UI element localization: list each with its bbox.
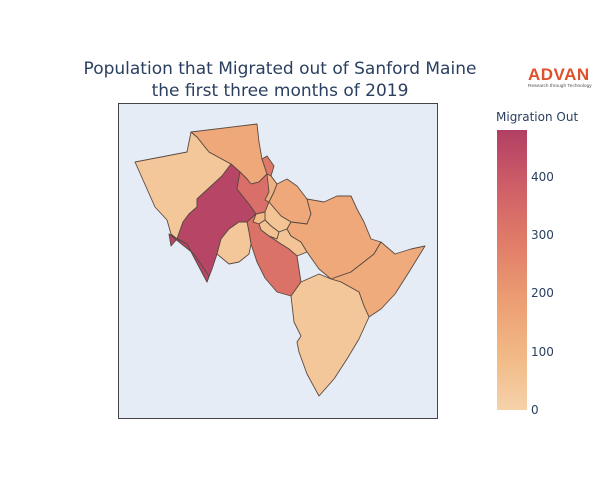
colorbar-tick-100: 100 — [531, 344, 554, 359]
chart-title-line-2: the first three months of 2019 — [151, 81, 409, 101]
colorbar-title: Migration Out — [496, 110, 579, 124]
colorbar-tick-200: 200 — [531, 286, 554, 301]
colorbar-tick-300: 300 — [531, 228, 554, 242]
colorbar — [497, 130, 527, 410]
region-c-small1[interactable] — [261, 155, 275, 177]
logo-tagline: Research through Technology — [528, 84, 592, 89]
region-c-light[interactable] — [216, 221, 252, 265]
region-w-dark-strip[interactable] — [168, 233, 210, 283]
region-c-red[interactable] — [246, 213, 302, 297]
colorbar-tick-400: 400 — [531, 169, 554, 184]
map-area[interactable] — [118, 103, 438, 419]
chart-title-line-1: Population that Migrated out of Sanford … — [83, 59, 477, 79]
colorbar-tick-0: 0 — [531, 403, 539, 417]
chart-title: Population that Migrated out of Sanford … — [60, 58, 500, 102]
advan-logo: ADVAN Research through Technology — [528, 65, 592, 90]
region-s-big[interactable] — [290, 273, 370, 397]
choropleth-map[interactable] — [119, 104, 439, 420]
logo-wordmark: ADVAN — [528, 65, 590, 84]
